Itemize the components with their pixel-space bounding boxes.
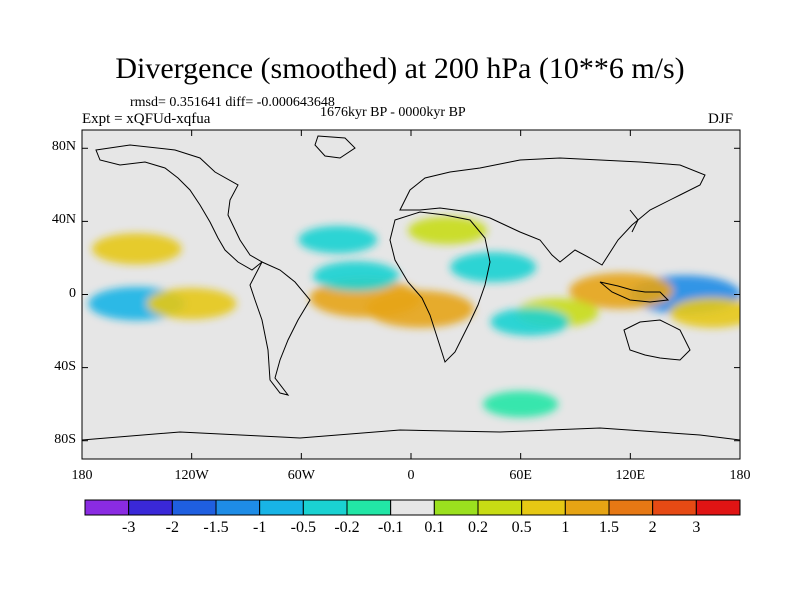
coast-greenland bbox=[314, 135, 356, 159]
colorbar bbox=[84, 499, 741, 516]
x-tick-label: 60W bbox=[287, 468, 315, 483]
field-feature-12 bbox=[298, 225, 378, 254]
colorbar-swatch-8 bbox=[433, 499, 479, 516]
stats-text: rmsd= 0.351641 diff= -0.000643648 bbox=[130, 95, 335, 110]
colorbar-swatch-9 bbox=[477, 499, 523, 516]
colorbar-label: -3 bbox=[121, 519, 136, 536]
coast-japan bbox=[629, 209, 639, 233]
field-feature-11 bbox=[490, 308, 570, 336]
colorbar-swatch-12 bbox=[608, 499, 654, 516]
colorbar-swatch-0 bbox=[84, 499, 130, 516]
x-tick-label: 60E bbox=[509, 468, 532, 483]
divergence-field bbox=[88, 216, 740, 418]
colorbar-label: -0.5 bbox=[290, 519, 316, 536]
colorbar-swatch-2 bbox=[171, 499, 217, 516]
y-tick-label: 40N bbox=[51, 212, 76, 228]
colorbar-swatch-4 bbox=[259, 499, 304, 516]
field-feature-1 bbox=[569, 272, 674, 309]
field-feature-14 bbox=[483, 390, 559, 418]
coast-eurasia bbox=[399, 157, 706, 266]
colorbar-label: -0.2 bbox=[334, 519, 360, 536]
colorbar-swatch-10 bbox=[521, 499, 566, 516]
x-tick-label: 120W bbox=[174, 468, 209, 483]
x-tick-label: 180 bbox=[71, 468, 93, 483]
experiment-label: Expt = xQFUd-xqfua bbox=[82, 111, 211, 127]
colorbar-swatch-11 bbox=[564, 499, 610, 516]
y-tick-label: 80S bbox=[54, 431, 76, 447]
season-label: DJF bbox=[708, 111, 734, 127]
axis-ticks bbox=[81, 130, 741, 459]
coast-australia bbox=[623, 319, 691, 361]
x-tick-label: 120E bbox=[615, 468, 646, 483]
colorbar-label: -1.5 bbox=[203, 519, 229, 536]
coast-north-america bbox=[95, 144, 263, 271]
colorbar-label: 1 bbox=[561, 519, 570, 536]
field-feature-13 bbox=[408, 216, 487, 245]
field-feature-6 bbox=[92, 233, 182, 265]
colorbar-label: 1.5 bbox=[599, 519, 619, 536]
coast-south-america bbox=[249, 261, 311, 396]
field-feature-9 bbox=[669, 297, 740, 328]
coast-africa bbox=[389, 211, 491, 363]
colorbar-label: 0.1 bbox=[424, 519, 445, 536]
colorbar-label: 0.5 bbox=[511, 519, 532, 536]
colorbar-label: -1 bbox=[252, 519, 267, 536]
colorbar-swatch-5 bbox=[302, 499, 348, 516]
coastlines bbox=[82, 135, 740, 441]
chart-title: Divergence (smoothed) at 200 hPa (10**6 … bbox=[115, 52, 685, 85]
colorbar-swatch-14 bbox=[695, 499, 741, 516]
colorbar-swatch-13 bbox=[652, 499, 697, 516]
coast-indonesia bbox=[599, 281, 670, 303]
field-feature-3 bbox=[366, 290, 474, 328]
y-tick-label: 0 bbox=[69, 285, 76, 301]
field-feature-4 bbox=[450, 252, 537, 283]
period-text: 1676kyr BP - 0000kyr BP bbox=[320, 105, 466, 120]
field-feature-5 bbox=[313, 261, 400, 292]
colorbar-swatch-7 bbox=[390, 499, 435, 516]
x-tick-label: 0 bbox=[407, 468, 415, 483]
colorbar-label: -0.1 bbox=[377, 519, 404, 536]
colorbar-label: 2 bbox=[648, 519, 657, 536]
colorbar-label: 3 bbox=[692, 519, 701, 536]
colorbar-swatch-6 bbox=[346, 499, 392, 516]
colorbar-swatch-3 bbox=[215, 499, 261, 516]
colorbar-label: -2 bbox=[165, 519, 179, 536]
y-tick-label: 40S bbox=[54, 358, 76, 374]
y-tick-label: 80N bbox=[51, 139, 76, 155]
x-tick-label: 180 bbox=[729, 468, 751, 483]
field-feature-8 bbox=[146, 288, 237, 320]
colorbar-swatch-1 bbox=[128, 499, 173, 516]
colorbar-label: 0.2 bbox=[468, 519, 488, 536]
coast-antarctica bbox=[82, 427, 740, 441]
